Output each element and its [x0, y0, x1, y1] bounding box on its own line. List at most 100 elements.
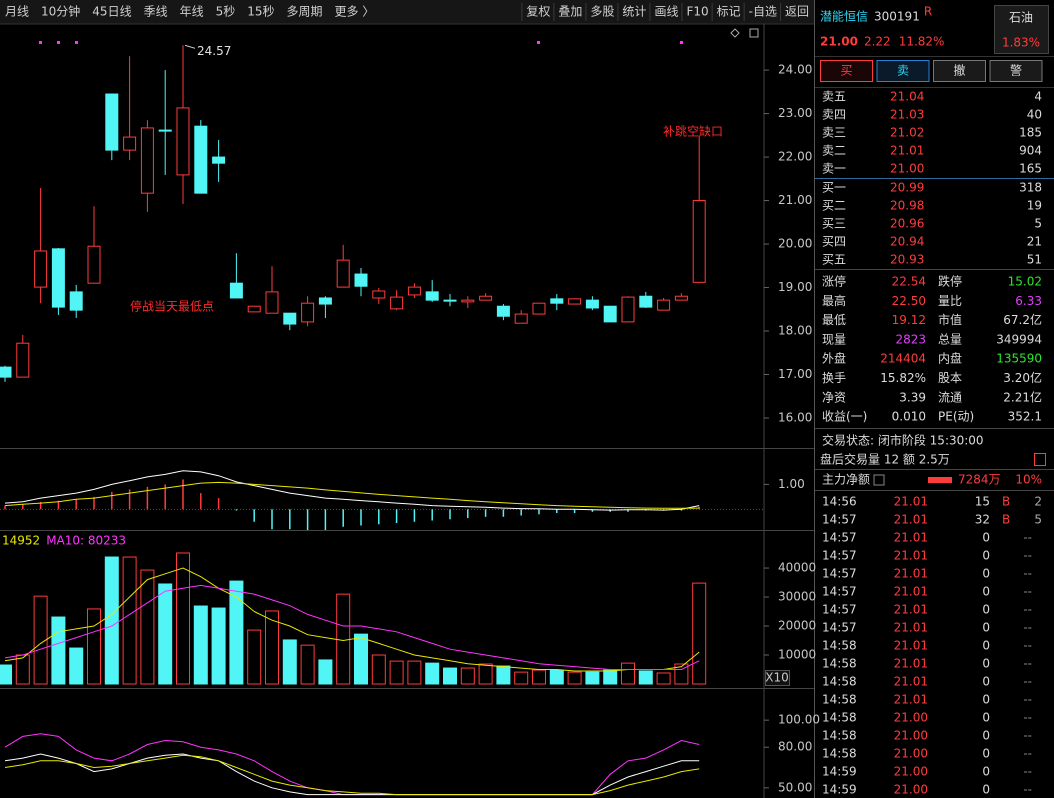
volume-bar — [211, 607, 226, 685]
trade-time: 14:58 — [822, 693, 857, 707]
volume-bar — [371, 654, 386, 685]
sector-box[interactable] — [994, 5, 1049, 54]
trade-time: 14:57 — [822, 603, 857, 617]
trade-button[interactable] — [933, 60, 986, 82]
trade-price: 21.01 — [894, 531, 928, 545]
volume-bar — [603, 669, 618, 685]
trade-price: 21.01 — [894, 567, 928, 581]
toolbar-item[interactable]: 15秒 — [247, 5, 274, 19]
chart-icon[interactable] — [1034, 453, 1046, 466]
stock-name: 潜能恒信 — [820, 10, 868, 24]
trade-side: B — [1002, 513, 1010, 527]
trade-button-label[interactable]: 撤 — [953, 63, 965, 78]
trade-volume: 0 — [982, 765, 990, 779]
y-tick-label: 100.00 — [778, 713, 820, 727]
volume-bar — [478, 663, 493, 685]
trade-volume: 0 — [982, 729, 990, 743]
trade-button[interactable] — [989, 60, 1043, 82]
trade-price: 21.00 — [894, 711, 928, 725]
toolbar-item[interactable]: 45日线 — [92, 5, 131, 19]
stat-value: 2823 — [895, 332, 926, 346]
volume-bar — [674, 663, 689, 685]
trade-volume: 0 — [982, 567, 990, 581]
unit-label: X10 — [765, 671, 789, 685]
candle-body — [283, 312, 297, 325]
trade-button-label[interactable]: 警 — [1010, 63, 1022, 78]
book-volume: 165 — [1019, 162, 1042, 176]
y-tick-label: 21.00 — [778, 193, 812, 207]
trade-price: 21.01 — [894, 603, 928, 617]
toolbar-item[interactable]: 返回 — [785, 5, 809, 19]
book-label: 买一 — [822, 181, 846, 195]
stat-label: 换手 — [822, 371, 846, 385]
volume-bar — [122, 556, 137, 685]
sector-name[interactable]: 石油 — [1009, 11, 1033, 25]
trade-count: -- — [1023, 675, 1032, 689]
toolbar-item[interactable]: F10 — [686, 5, 708, 19]
candle-body — [461, 299, 475, 303]
volume-bar — [532, 669, 546, 685]
toolbar-item[interactable]: 多周期 — [287, 5, 323, 19]
stat-label: 总量 — [938, 332, 962, 346]
trade-price: 21.01 — [894, 693, 928, 707]
trade-button[interactable] — [876, 60, 930, 82]
candle-body — [318, 297, 332, 305]
toolbar-item[interactable]: -自选 — [749, 5, 777, 19]
candle-body — [194, 125, 208, 194]
volume-bar — [656, 672, 671, 685]
stat-value: 22.54 — [892, 275, 926, 289]
candle-body — [229, 282, 243, 299]
candle-body — [657, 299, 671, 311]
volume-bar — [389, 660, 404, 685]
toolbar-item[interactable]: 季线 — [144, 5, 168, 19]
candle-body — [621, 296, 635, 323]
trade-button[interactable] — [820, 60, 873, 82]
box-icon[interactable] — [749, 28, 759, 38]
stat-label: 股本 — [938, 371, 962, 385]
stat-label: PE(动) — [938, 410, 974, 424]
volume-bar — [567, 671, 582, 685]
trade-time: 14:57 — [822, 549, 857, 563]
net-bar — [928, 477, 952, 483]
sector-change: 1.83% — [1002, 36, 1040, 50]
book-price: 21.00 — [890, 162, 924, 176]
stat-value: 0.010 — [892, 410, 926, 424]
trade-price: 21.01 — [894, 639, 928, 653]
toolbar-item[interactable]: 标记 — [717, 5, 741, 19]
toolbar-item[interactable]: 10分钟 — [41, 4, 80, 19]
book-volume: 21 — [1027, 235, 1042, 249]
stat-value: 135590 — [996, 352, 1042, 366]
trade-button-label[interactable]: 卖 — [897, 64, 909, 78]
stat-label: 量比 — [938, 294, 962, 308]
y-tick-label: 30000 — [778, 590, 816, 604]
trade-volume: 0 — [982, 585, 990, 599]
toolbar-item[interactable]: 年线 — [180, 5, 204, 19]
trade-count: -- — [1023, 711, 1032, 725]
stat-label: 市值 — [938, 312, 962, 327]
book-volume: 318 — [1019, 181, 1042, 195]
toolbar-item[interactable]: 统计 — [622, 5, 646, 19]
book-price: 20.98 — [890, 199, 924, 213]
trade-price: 21.00 — [894, 729, 928, 743]
diamond-icon[interactable] — [730, 28, 740, 38]
stat-value: 352.1 — [1008, 410, 1042, 424]
toolbar-item[interactable]: 复权 — [526, 5, 550, 19]
trade-time: 14:59 — [822, 765, 857, 779]
stat-value: 2.21亿 — [1003, 389, 1042, 404]
toolbar-item[interactable]: 5秒 — [216, 5, 236, 19]
signal-dot — [537, 41, 540, 44]
trade-time: 14:57 — [822, 531, 857, 545]
toolbar-item[interactable]: 月线 — [5, 5, 29, 19]
volume-bar — [247, 629, 262, 685]
trade-button-label[interactable]: 买 — [840, 64, 852, 78]
volume-bar — [265, 610, 279, 685]
toolbar-item[interactable]: 更多 〉 — [335, 5, 375, 19]
volume-bar — [425, 662, 440, 685]
after-hours: 盘后交易量 12 额 2.5万 — [820, 452, 950, 467]
volume-bar — [443, 667, 457, 685]
toolbar-item[interactable]: 画线 — [654, 5, 678, 19]
toolbar-item[interactable]: 叠加 — [558, 5, 582, 19]
book-label: 卖三 — [822, 126, 846, 140]
toolbar-item[interactable]: 多股 — [590, 5, 614, 19]
y-tick-label: 23.00 — [778, 106, 812, 120]
